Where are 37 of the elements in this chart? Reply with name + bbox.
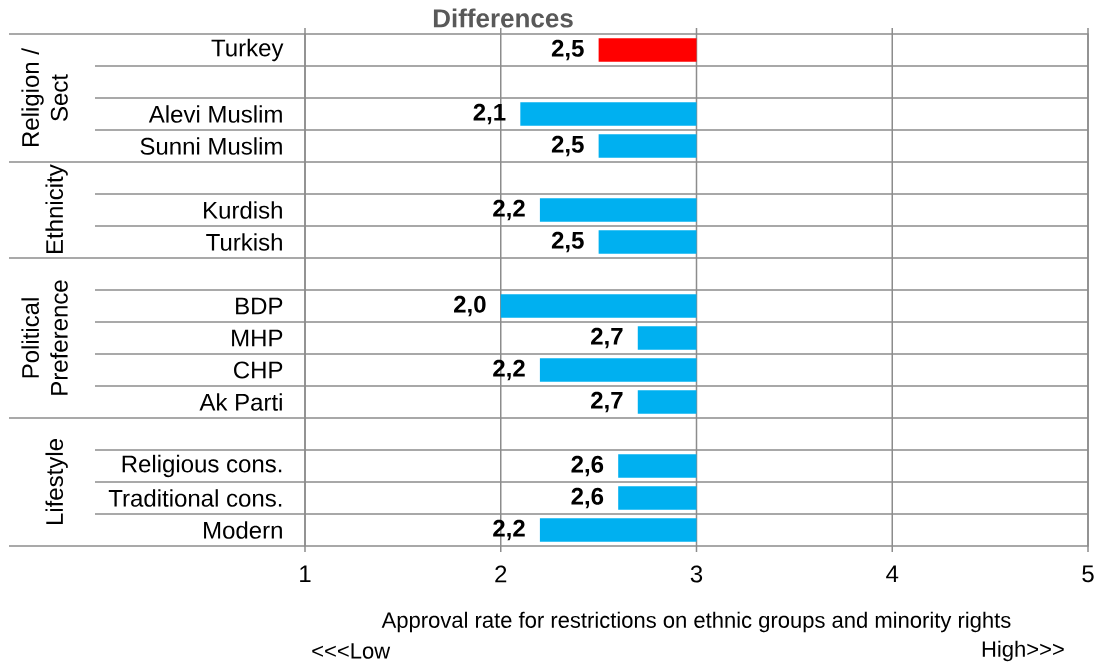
x-tick-label: 1 [300,565,311,583]
y-tick-label: MHP [232,329,283,347]
text: Lifestyle [45,439,68,525]
y-tick-label: Turkey [211,38,284,62]
text: Political Preference [21,280,68,395]
data-label: 2,2 [493,519,525,541]
data-label: 2,6 [571,455,604,477]
text: <<<Low [312,643,391,659]
x-tick-label: 3 [690,565,703,583]
y-tick-label: Modern [204,521,282,539]
data-label: 2,7 [591,327,623,349]
data-label: 2,7 [591,391,623,413]
x-tick-label: 4 [886,565,899,583]
y-tick-label: Ak Parti [199,393,282,411]
y-tick-label: CHP [234,361,283,379]
y-tick-label: Alevi Muslim [148,105,282,123]
data-label: 2,5 [551,135,584,157]
data-label: 2,1 [473,103,506,125]
chart-title: Differences [433,8,573,28]
y-tick-label: Kurdish [204,201,282,219]
data-label: 2,5 [551,231,584,253]
data-label: 2,2 [493,359,525,381]
y-tick-label: Religious cons. [122,454,282,478]
x-tick-label: 2 [495,565,507,583]
y-tick-label: Traditional cons. [108,489,282,507]
y-tick-label: Turkish [206,233,282,251]
y-tick-label: BDP [236,297,283,315]
data-label: 2,0 [454,295,486,317]
x-tick-label: 5 [1082,565,1094,583]
text: High>>> [982,640,1064,662]
data-label: 2,2 [493,199,525,221]
x-axis-title: Approval rate for restrictions on ethnic groups and minority rights [381,611,1011,633]
text: Religion / Sect [21,48,68,147]
y-tick-label: Sunni Muslim [140,137,282,155]
data-label: 2,6 [571,487,604,509]
text: Ethnicity [45,164,68,254]
data-label: 2,5 [551,39,584,61]
